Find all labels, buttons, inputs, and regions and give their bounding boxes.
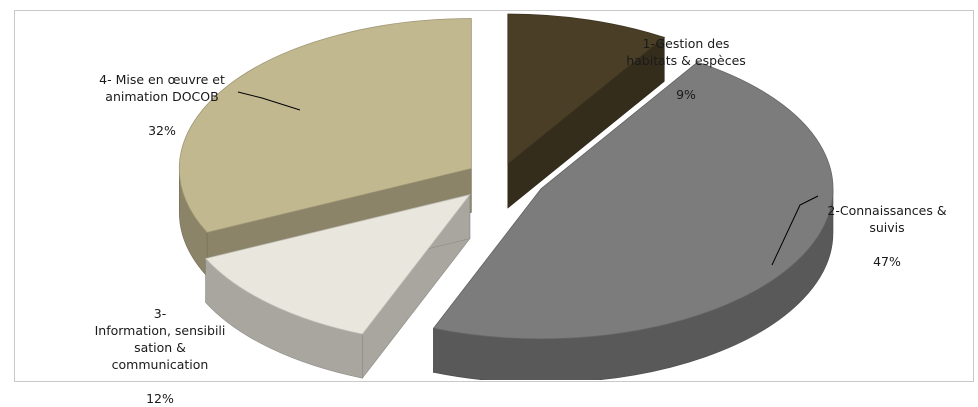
pie-slice-information: [204, 193, 471, 380]
slice-label-gestion: 1-Gestion des habitats & espèces 9%: [596, 18, 776, 103]
pie-slice-connaissances: [432, 61, 834, 380]
slice-value-information: 12%: [146, 391, 174, 406]
slice-name-connaissances: 2-Connaissances & suivis: [827, 203, 947, 235]
pie-chart: [178, 13, 834, 380]
leader-line-mise-en-oeuvre: [237, 91, 301, 111]
slice-value-gestion: 9%: [676, 87, 696, 102]
slice-name-mise-en-oeuvre: 4- Mise en œuvre et animation DOCOB: [99, 72, 225, 104]
slice-label-information: 3- Information, sensibili sation & commu…: [70, 288, 250, 407]
slice-name-information: 3- Information, sensibili sation & commu…: [94, 306, 226, 372]
slice-label-mise-en-oeuvre: 4- Mise en œuvre et animation DOCOB 32%: [52, 54, 272, 139]
slice-label-connaissances: 2-Connaissances & suivis 47%: [812, 185, 962, 270]
slice-name-gestion: 1-Gestion des habitats & espèces: [626, 36, 746, 68]
pie-slice-mise-en-oeuvre: [178, 18, 472, 278]
slice-value-mise-en-oeuvre: 32%: [148, 123, 176, 138]
pie-slice-gestion: [507, 13, 666, 209]
leader-line-connaissances: [771, 195, 819, 266]
slice-value-connaissances: 47%: [873, 254, 901, 269]
